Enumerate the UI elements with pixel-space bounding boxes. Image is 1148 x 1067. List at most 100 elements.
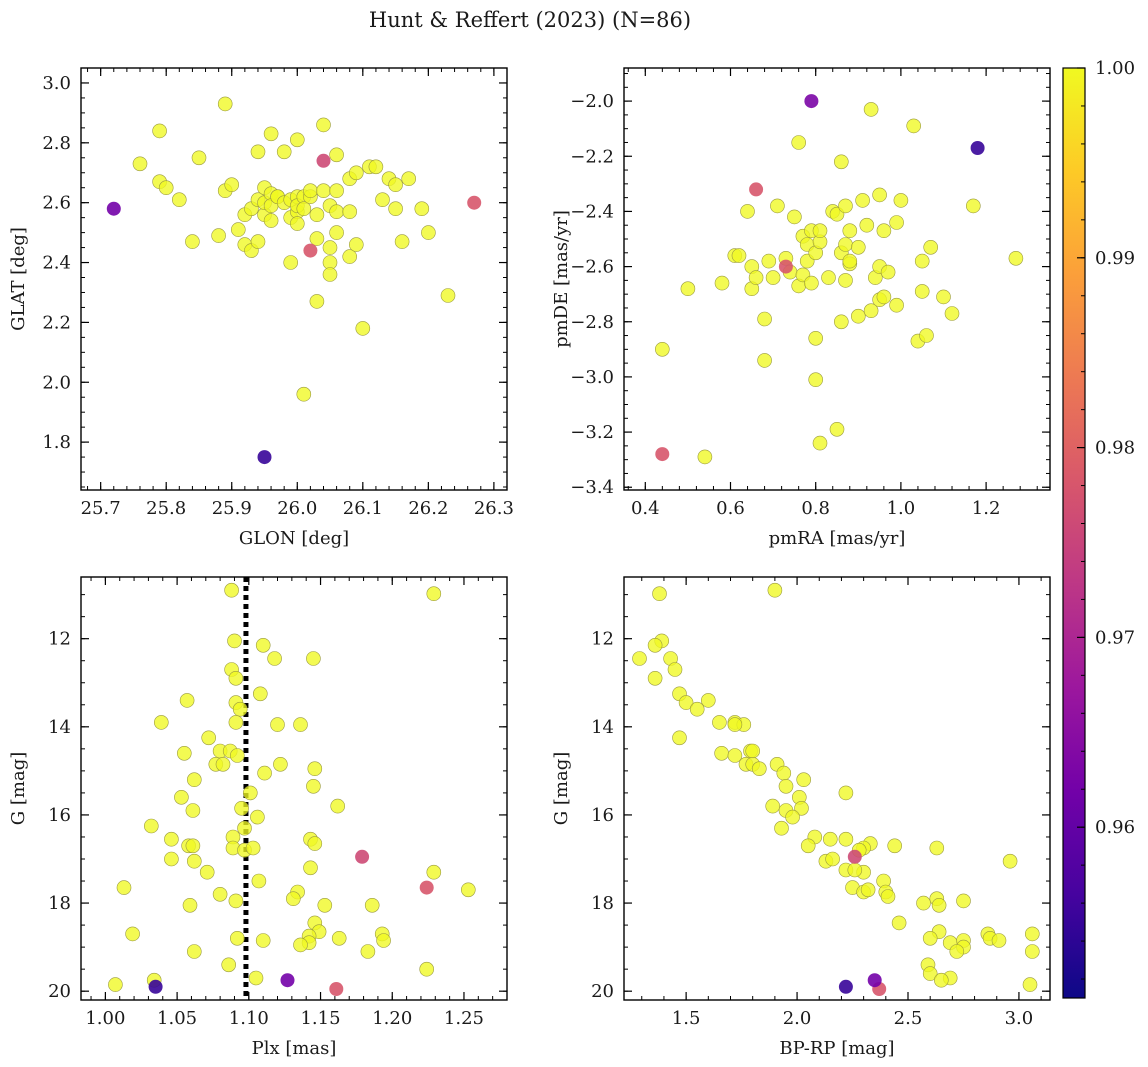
data-point [847, 849, 862, 864]
x-tick-label: 1.5 [672, 1008, 701, 1029]
data-point [360, 944, 376, 959]
data-point [303, 860, 318, 876]
data-point [922, 930, 938, 946]
data-point [833, 314, 849, 330]
data-point [348, 237, 364, 252]
data-point [794, 800, 809, 816]
data-point [237, 820, 252, 836]
data-point [652, 586, 667, 602]
panel-cmd: 1.5 2.0 2.5 3.0 12 14 16 18 20 BP-RP [mag] G [mag] [551, 576, 1051, 1059]
y-tick-label: 16 [591, 805, 614, 826]
data-point [355, 849, 370, 864]
data-point [255, 637, 271, 653]
data-point [787, 209, 802, 225]
data-point [364, 897, 380, 913]
data-point [250, 809, 265, 825]
data-point [252, 686, 268, 702]
data-point [419, 961, 435, 977]
data-point [307, 761, 323, 777]
data-point [887, 838, 903, 854]
y-tick-label: 18 [591, 893, 614, 914]
data-point [185, 838, 201, 854]
data-point [1022, 977, 1038, 992]
data-point [306, 651, 321, 666]
x-tick-label: 1.2 [972, 498, 1001, 519]
data-point [838, 237, 853, 252]
data-point [842, 223, 858, 238]
data-point [893, 193, 909, 208]
data-point [164, 831, 179, 847]
data-point [785, 809, 800, 825]
axes-frame [623, 67, 1051, 491]
data-point [270, 717, 285, 732]
data-point [329, 982, 344, 996]
y-tick-label: 12 [48, 629, 71, 650]
data-point [342, 249, 358, 264]
data-point [914, 253, 930, 269]
data-point [933, 972, 949, 988]
panel-plx-g: 1.00 1.05 1.10 1.15 1.20 1.25 12 14 16 18 20 Plx [m… [8, 576, 508, 1059]
points-group [654, 94, 1024, 465]
data-point [414, 201, 430, 216]
data-point [309, 207, 325, 222]
data-point [812, 223, 828, 238]
data-point [850, 240, 866, 255]
x-axis-label: Plx [mas] [252, 1038, 337, 1059]
data-point [829, 421, 845, 437]
data-point [847, 862, 863, 878]
data-point [838, 831, 854, 847]
data-point [680, 281, 696, 297]
data-point [419, 880, 434, 895]
data-point [355, 321, 371, 336]
data-point [191, 150, 207, 166]
data-point [821, 270, 836, 285]
data-point [765, 270, 781, 285]
colorbar-tick-label: 0.96 [1095, 817, 1135, 838]
data-point [276, 144, 292, 160]
data-point [838, 198, 853, 214]
data-point [859, 217, 875, 233]
data-point [922, 966, 938, 981]
data-point [812, 435, 828, 451]
data-point [348, 165, 364, 181]
data-point [863, 303, 879, 319]
data-point [228, 670, 244, 686]
data-point [776, 765, 792, 781]
x-tick-label: 3.0 [1005, 1008, 1034, 1029]
data-point [289, 216, 305, 231]
data-point [731, 248, 747, 263]
x-tick-label: 0.6 [716, 498, 745, 519]
data-point [956, 893, 971, 909]
data-point [800, 838, 816, 854]
data-point [267, 651, 282, 666]
data-point [929, 840, 945, 856]
data-point [440, 288, 456, 303]
data-point [232, 701, 248, 717]
y-axis-label: G [mag] [8, 752, 29, 825]
data-point [842, 253, 858, 269]
axes-frame [623, 576, 1051, 1001]
data-point [460, 882, 476, 898]
data-point [426, 864, 442, 880]
data-point [697, 449, 713, 465]
data-point [243, 785, 258, 801]
data-point [227, 633, 242, 649]
data-point [230, 930, 245, 946]
data-point [647, 637, 663, 653]
data-point [855, 193, 870, 208]
data-point [248, 970, 264, 986]
x-axis-label: pmRA [mas/yr] [769, 528, 906, 549]
data-point [916, 895, 931, 911]
data-point [285, 891, 301, 907]
data-point [293, 717, 308, 732]
data-point [889, 215, 904, 230]
data-point [185, 803, 201, 818]
data-point [187, 944, 202, 959]
data-point [880, 889, 896, 904]
y-tick-label: 20 [591, 981, 614, 1002]
data-point [283, 255, 299, 270]
data-point [179, 693, 195, 708]
y-axis-label: G [mag] [551, 752, 572, 825]
data-point [944, 306, 960, 321]
y-tick-label: −3.2 [570, 422, 614, 443]
